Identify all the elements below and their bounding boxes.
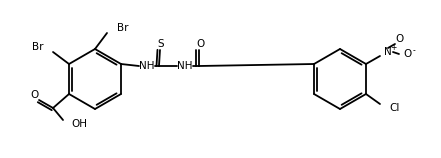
Text: NH: NH xyxy=(177,61,193,71)
Text: O: O xyxy=(197,39,205,49)
Text: Cl: Cl xyxy=(389,103,400,113)
Text: O: O xyxy=(396,34,404,44)
Text: O: O xyxy=(404,49,412,59)
Text: +: + xyxy=(390,43,396,52)
Text: Br: Br xyxy=(117,23,128,33)
Text: -: - xyxy=(413,46,415,55)
Text: N: N xyxy=(384,47,392,57)
Text: O: O xyxy=(30,90,38,100)
Text: NH: NH xyxy=(139,61,155,71)
Text: Br: Br xyxy=(31,42,43,52)
Text: OH: OH xyxy=(71,119,87,129)
Text: S: S xyxy=(158,39,164,49)
